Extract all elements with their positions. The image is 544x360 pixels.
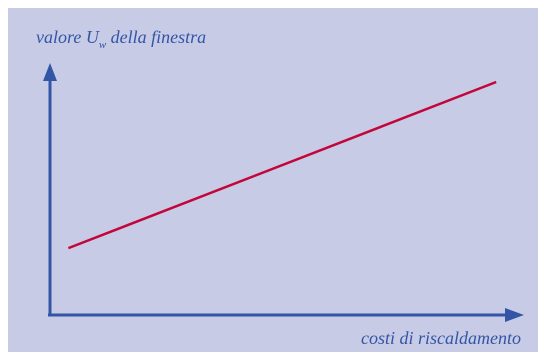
series-group (67, 80, 497, 250)
y-axis-label: valore Uw della finestra (36, 27, 206, 51)
y-axis-label-main: valore U (36, 27, 100, 47)
y-axis-label-rest: della finestra (106, 27, 206, 47)
y-axis-arrowhead (43, 63, 57, 81)
x-axis-arrowhead (505, 308, 524, 322)
x-axis-label: costi di riscaldamento (361, 328, 521, 348)
y-axis-label-subscript: w (99, 39, 107, 51)
chart-background (8, 8, 538, 352)
series-line-0 (67, 80, 497, 250)
